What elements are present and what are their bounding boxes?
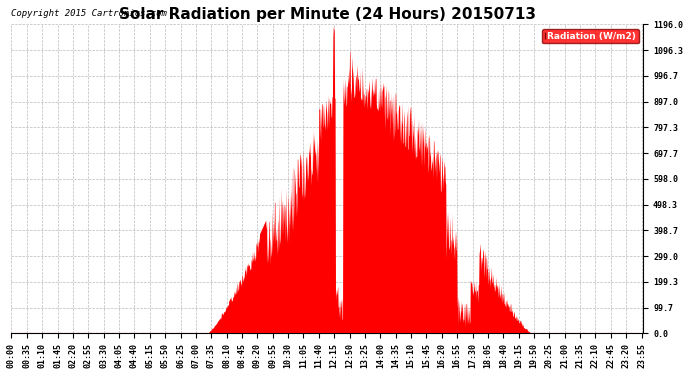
- Legend: Radiation (W/m2): Radiation (W/m2): [542, 29, 639, 44]
- Text: Copyright 2015 Cartronics.com: Copyright 2015 Cartronics.com: [12, 9, 167, 18]
- Title: Solar Radiation per Minute (24 Hours) 20150713: Solar Radiation per Minute (24 Hours) 20…: [119, 7, 536, 22]
